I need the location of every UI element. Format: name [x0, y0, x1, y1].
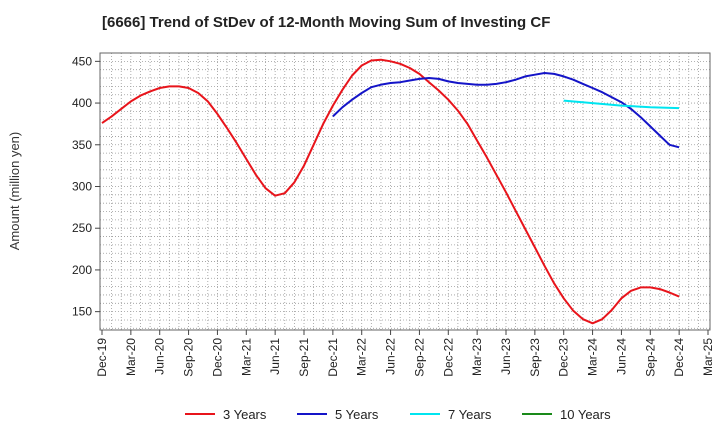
legend-label: 3 Years	[223, 407, 267, 422]
plot-frame	[99, 52, 711, 331]
y-tick-label: 350	[72, 138, 92, 152]
y-axis-label: Amount (million yen)	[7, 132, 22, 251]
x-tick-label: Sep-24	[643, 338, 657, 377]
x-tick-label: Sep-20	[182, 338, 196, 377]
grid-layer	[100, 52, 710, 330]
y-tick-label: 150	[72, 305, 92, 319]
legend-label: 5 Years	[335, 407, 379, 422]
y-tick-label: 250	[72, 221, 92, 235]
x-tick-label: Sep-22	[412, 338, 426, 377]
x-tick-label: Mar-25	[701, 338, 715, 376]
y-tick-label: 400	[72, 96, 92, 110]
x-tick-label: Jun-22	[384, 338, 398, 375]
x-tick-label: Sep-23	[528, 338, 542, 377]
x-tick-label: Dec-19	[95, 338, 109, 377]
x-tick-label: Mar-22	[355, 338, 369, 376]
x-tick-label: Jun-24	[614, 338, 628, 375]
chart-title: [6666] Trend of StDev of 12-Month Moving…	[102, 14, 551, 31]
x-tick-label: Dec-22	[441, 338, 455, 377]
series-line-7-years	[563, 99, 680, 110]
x-tick-label: Dec-24	[672, 338, 686, 377]
x-tick-label: Dec-23	[557, 338, 571, 377]
series-layer	[101, 58, 680, 325]
y-tick-label: 300	[72, 179, 92, 193]
x-tick-label: Jun-20	[153, 338, 167, 375]
legend: 3 Years 5 Years 7 Years 10 Years	[185, 407, 611, 422]
x-tick-label: Mar-20	[124, 338, 138, 376]
x-tick-label: Sep-21	[297, 338, 311, 377]
y-tick-label: 200	[72, 263, 92, 277]
x-tick-label: Mar-24	[586, 338, 600, 376]
series-line-3-years	[101, 58, 680, 325]
x-tick-label: Jun-23	[499, 338, 513, 375]
legend-label: 7 Years	[448, 407, 492, 422]
x-tick-label: Mar-21	[239, 338, 253, 376]
x-tick-label: Mar-23	[470, 338, 484, 376]
x-tick-label: Dec-21	[326, 338, 340, 377]
x-tick-label: Dec-20	[210, 338, 224, 377]
series-line-5-years	[332, 72, 680, 149]
legend-label: 10 Years	[560, 407, 611, 422]
y-tick-label: 450	[72, 54, 92, 68]
x-tick-label: Jun-21	[268, 338, 282, 375]
axis-layer: 150 200 250 300 350 400 450 Dec-19 Mar-20 Jun-20 S…	[72, 54, 715, 376]
